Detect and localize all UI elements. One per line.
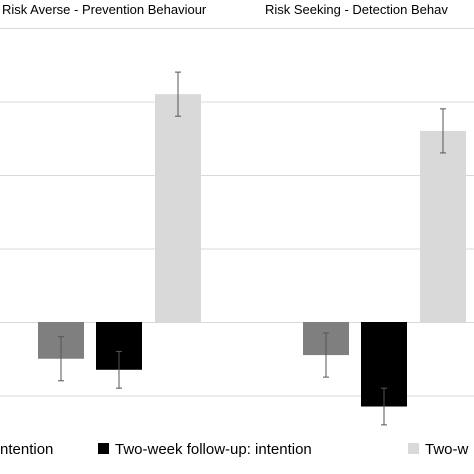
- legend-swatch: [408, 443, 419, 454]
- error-bars: [58, 71, 446, 426]
- error-bar: [381, 387, 387, 426]
- error-bar: [440, 108, 446, 154]
- error-bar: [58, 336, 64, 382]
- bar: [155, 94, 201, 323]
- legend-item: Two-week follow-up: intention: [98, 441, 312, 458]
- legend-label: Two-week follow-up: intention: [115, 441, 312, 458]
- legend-item: ntention: [0, 441, 53, 458]
- legend: ntention Two-week follow-up: intention Two…: [0, 441, 469, 458]
- category-title: Risk Averse - Prevention Behaviour: [2, 2, 207, 17]
- error-bar: [175, 71, 181, 117]
- legend-label: Two-w: [425, 441, 469, 458]
- error-bar: [116, 350, 122, 389]
- bars: [38, 94, 466, 407]
- group-titles: Risk Averse - Prevention Behaviour Risk S…: [2, 2, 448, 17]
- bar: [420, 130, 466, 322]
- error-bar: [323, 332, 329, 378]
- category-title: Risk Seeking - Detection Behav: [265, 2, 448, 17]
- legend-item: Two-w: [408, 441, 469, 458]
- legend-label: ntention: [0, 441, 53, 458]
- legend-swatch: [98, 443, 109, 454]
